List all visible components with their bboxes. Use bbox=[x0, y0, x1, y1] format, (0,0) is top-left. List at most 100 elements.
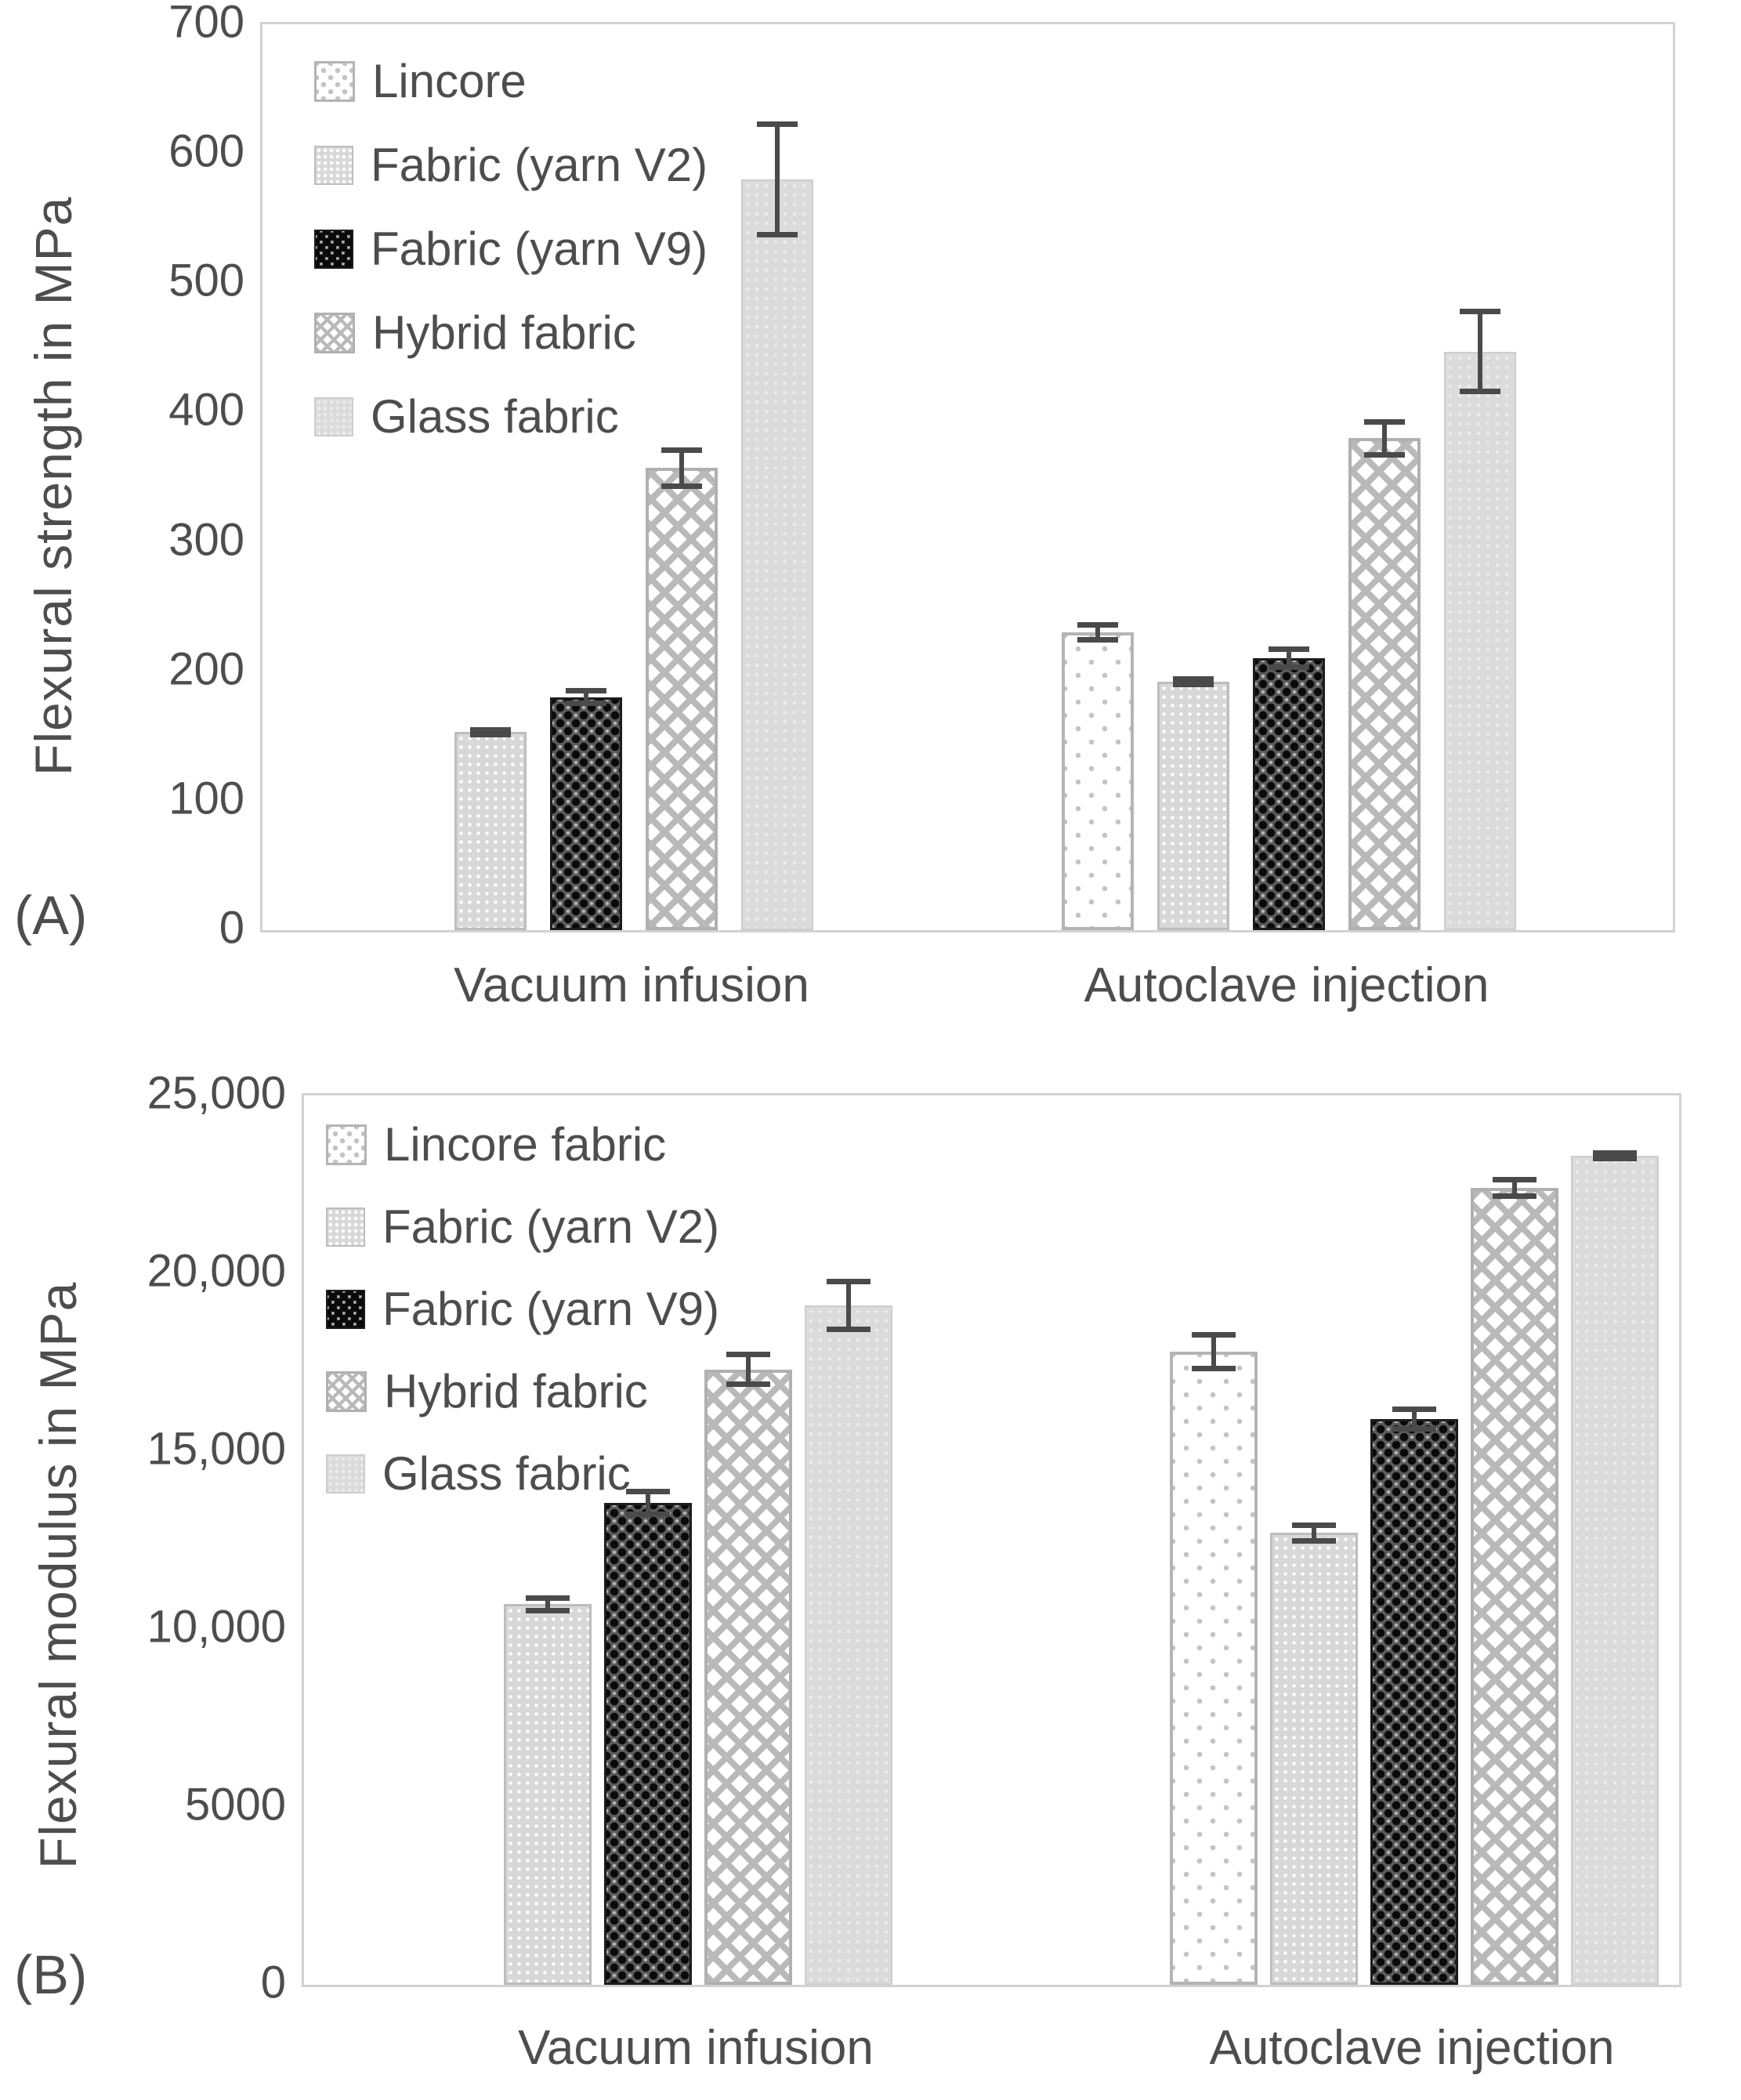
y-tick-label-a: 400 bbox=[168, 384, 244, 436]
y-tick-label-a: 200 bbox=[168, 643, 244, 695]
legend-swatch-v9-icon bbox=[326, 1289, 365, 1329]
y-tick-label-a: 500 bbox=[168, 255, 244, 306]
y-tick-label-a: 100 bbox=[168, 773, 244, 824]
y-tick-label-a: 600 bbox=[168, 125, 244, 177]
error-stem bbox=[1312, 1522, 1316, 1544]
bar-lincore-autoclave-injection bbox=[1170, 1351, 1258, 1985]
bar-glass-vacuum-infusion bbox=[805, 1305, 892, 1985]
error-cap-bottom bbox=[1269, 664, 1309, 671]
category-label-autoclave-injection: Autoclave injection bbox=[1209, 2021, 1615, 2075]
error-bar-hybrid-vacuum-infusion bbox=[661, 447, 702, 489]
y-tick-label-b: 20,000 bbox=[147, 1245, 286, 1297]
error-bar-glass-autoclave-injection bbox=[1593, 1150, 1637, 1161]
error-cap-bottom bbox=[1593, 1155, 1637, 1161]
error-bar-glass-autoclave-injection bbox=[1460, 309, 1500, 395]
y-tick-label-b: 15,000 bbox=[147, 1423, 286, 1475]
bar-v2-autoclave-injection bbox=[1157, 681, 1229, 930]
bar-v2-vacuum-infusion bbox=[454, 732, 527, 930]
error-bar-glass-vacuum-infusion bbox=[757, 121, 798, 238]
y-axis-title-b: Flexural modulus in MPa bbox=[29, 1281, 87, 1869]
legend-item-hybrid-fabric: Hybrid fabric bbox=[314, 306, 708, 360]
y-tick-label-b: 25,000 bbox=[147, 1067, 286, 1119]
legend-b: Lincore fabric Fabric (yarn V2) Fabric (ya… bbox=[326, 1117, 719, 1529]
error-stem bbox=[1512, 1177, 1517, 1199]
error-bar-v2-vacuum-infusion bbox=[526, 1595, 570, 1613]
error-stem bbox=[1211, 1331, 1216, 1371]
error-stem bbox=[584, 688, 588, 707]
error-bar-v9-autoclave-injection bbox=[1269, 646, 1309, 671]
panel-a: Flexural strength in MPa (A) Lincore Fabr… bbox=[0, 0, 1741, 1034]
legend-label: Hybrid fabric bbox=[372, 306, 636, 359]
legend-swatch-v9-icon bbox=[314, 229, 353, 269]
plot-canvas-a bbox=[262, 24, 1673, 930]
category-label-autoclave-injection: Autoclave injection bbox=[1084, 958, 1489, 1012]
error-bar-v9-vacuum-infusion bbox=[626, 1488, 670, 1517]
error-bar-v2-autoclave-injection bbox=[1173, 676, 1214, 687]
category-label-vacuum-infusion: Vacuum infusion bbox=[518, 2021, 874, 2075]
legend-swatch-glass-icon bbox=[314, 396, 353, 436]
error-bar-glass-vacuum-infusion bbox=[827, 1278, 870, 1332]
legend-label: Glass fabric bbox=[382, 1447, 631, 1500]
bar-hybrid-vacuum-infusion bbox=[704, 1369, 792, 1985]
error-cap-bottom bbox=[1493, 1193, 1536, 1199]
error-cap-bottom bbox=[470, 731, 511, 737]
error-stem bbox=[679, 447, 684, 489]
legend-item-fabric-yarn-v2: Fabric (yarn V2) bbox=[314, 138, 708, 192]
error-bar-hybrid-vacuum-infusion bbox=[726, 1351, 770, 1388]
error-bar-v2-autoclave-injection bbox=[1292, 1522, 1336, 1544]
error-cap-bottom bbox=[1460, 389, 1500, 395]
error-stem bbox=[746, 1351, 751, 1388]
error-cap-bottom bbox=[566, 701, 606, 707]
y-tick-label-a: 700 bbox=[168, 0, 244, 48]
error-stem bbox=[545, 1595, 550, 1613]
error-cap-bottom bbox=[1192, 1365, 1236, 1371]
bar-v9-vacuum-infusion bbox=[550, 697, 622, 930]
error-bar-lincore-autoclave-injection bbox=[1192, 1331, 1236, 1371]
panel-letter-b: (B) bbox=[14, 1944, 88, 2005]
legend-swatch-v2-icon bbox=[326, 1207, 365, 1247]
bar-hybrid-autoclave-injection bbox=[1471, 1188, 1558, 1985]
bar-v9-autoclave-injection bbox=[1370, 1419, 1458, 1985]
legend-item-fabric-yarn-v2: Fabric (yarn V2) bbox=[326, 1200, 719, 1254]
bar-v2-autoclave-injection bbox=[1270, 1533, 1358, 1985]
legend-label: Lincore bbox=[372, 55, 527, 107]
panel-letter-a: (A) bbox=[14, 885, 88, 946]
error-bar-v2-vacuum-infusion bbox=[470, 726, 511, 737]
legend-item-lincore-fabric: Lincore fabric bbox=[326, 1117, 719, 1171]
error-stem bbox=[846, 1278, 851, 1332]
bar-glass-autoclave-injection bbox=[1444, 351, 1516, 930]
error-stem bbox=[1095, 621, 1100, 643]
y-tick-label-a: 0 bbox=[219, 902, 244, 954]
bar-lincore-autoclave-injection bbox=[1062, 632, 1134, 930]
y-tick-label-b: 0 bbox=[260, 1957, 286, 2008]
legend-a: Lincore Fabric (yarn V2) Fabric (yarn V9) H… bbox=[314, 54, 708, 473]
panel-b: Flexural modulus in MPa (B) Lincore fabr… bbox=[0, 1034, 1741, 2100]
error-stem bbox=[1412, 1407, 1417, 1432]
legend-label: Lincore fabric bbox=[384, 1118, 667, 1171]
legend-label: Fabric (yarn V9) bbox=[371, 223, 708, 275]
bar-v9-vacuum-infusion bbox=[604, 1502, 692, 1985]
error-stem bbox=[1478, 309, 1482, 395]
error-cap-bottom bbox=[626, 1511, 670, 1517]
error-cap-bottom bbox=[757, 232, 798, 238]
error-bar-hybrid-autoclave-injection bbox=[1364, 418, 1405, 458]
bar-hybrid-autoclave-injection bbox=[1348, 438, 1421, 930]
legend-label: Hybrid fabric bbox=[384, 1365, 648, 1418]
legend-swatch-v2-icon bbox=[314, 145, 353, 185]
legend-label: Fabric (yarn V2) bbox=[382, 1200, 720, 1253]
legend-label: Glass fabric bbox=[371, 390, 619, 443]
legend-swatch-lincore-icon bbox=[314, 60, 355, 102]
legend-swatch-hybrid-icon bbox=[326, 1370, 367, 1412]
legend-item-glass-fabric: Glass fabric bbox=[326, 1446, 719, 1501]
legend-item-glass-fabric: Glass fabric bbox=[314, 389, 708, 444]
error-stem bbox=[775, 121, 780, 238]
error-cap-bottom bbox=[526, 1607, 570, 1613]
plot-canvas-b bbox=[304, 1095, 1679, 1985]
y-tick-label-a: 300 bbox=[168, 514, 244, 566]
error-cap-bottom bbox=[1077, 637, 1118, 643]
y-tick-label-b: 10,000 bbox=[147, 1601, 286, 1653]
plot-area-b: Lincore fabric Fabric (yarn V2) Fabric (ya… bbox=[302, 1093, 1681, 1987]
error-stem bbox=[646, 1488, 650, 1517]
bar-glass-vacuum-infusion bbox=[741, 179, 813, 930]
legend-label: Fabric (yarn V2) bbox=[371, 139, 708, 191]
